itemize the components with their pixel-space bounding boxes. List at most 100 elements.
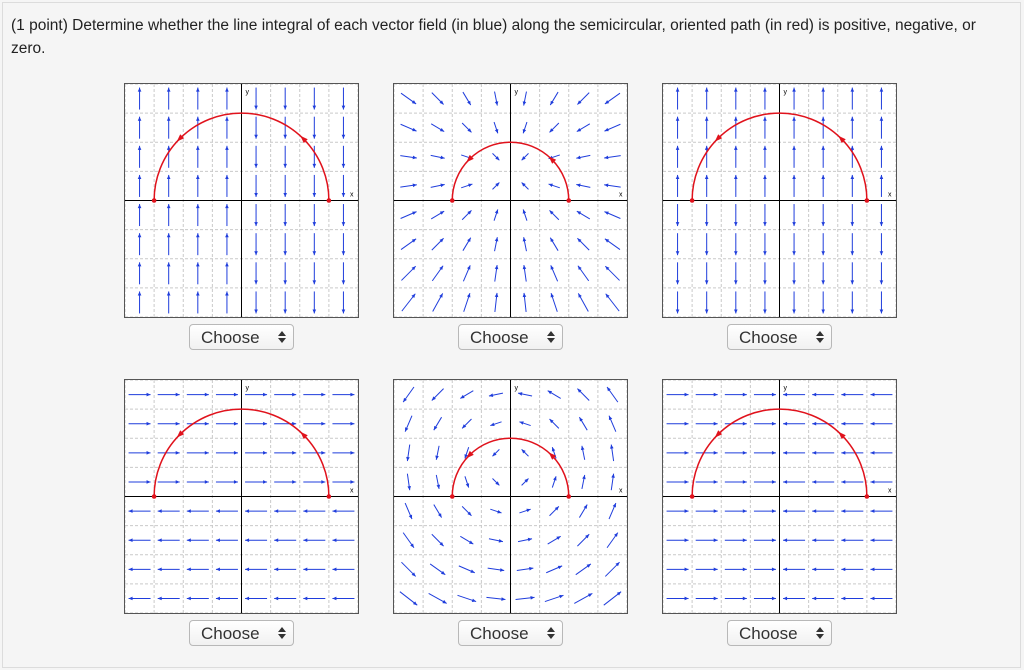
vector-arrow — [783, 509, 806, 513]
vector-arrow — [724, 567, 747, 572]
vector-arrow — [821, 116, 825, 139]
vector-arrow — [196, 116, 200, 139]
answer-select-1[interactable]: Choose — [189, 324, 294, 350]
vector-arrow — [675, 204, 680, 227]
answer-select-4[interactable]: Choose — [189, 620, 294, 646]
vector-arrow — [274, 538, 297, 542]
vector-arrow — [492, 182, 500, 190]
vector-arrow — [870, 451, 893, 455]
vector-arrow — [492, 449, 500, 457]
vector-arrow — [245, 538, 268, 542]
vector-arrow — [215, 538, 238, 542]
y-axis-label: y — [246, 89, 250, 96]
vector-arrow — [186, 538, 209, 542]
path-start-point — [326, 198, 332, 203]
vector-arrow — [704, 116, 709, 139]
vector-arrow — [494, 292, 499, 312]
vector-arrow — [763, 145, 767, 168]
vector-arrow — [493, 121, 499, 134]
vector-arrow — [812, 480, 835, 484]
vector-arrow — [128, 509, 151, 513]
vector-arrow — [157, 509, 180, 513]
vector-arrow — [734, 116, 738, 139]
vector-arrow — [245, 480, 268, 484]
vector-arrow — [166, 291, 171, 314]
path-end-point — [151, 198, 157, 203]
vector-arrow — [332, 596, 355, 601]
vector-arrow — [128, 480, 151, 484]
path-end-point — [151, 494, 157, 499]
vector-arrow — [576, 183, 591, 188]
vector-arrow — [254, 145, 258, 168]
vector-arrow — [312, 291, 317, 314]
vector-arrow — [303, 421, 326, 426]
vector-arrow — [704, 262, 709, 285]
vector-arrow — [433, 416, 443, 431]
vector-arrow — [850, 291, 855, 314]
vector-arrow — [522, 91, 527, 106]
vector-arrow — [606, 386, 619, 403]
vector-arrow — [792, 291, 796, 314]
answer-select-3[interactable]: Choose — [727, 324, 832, 350]
vector-arrow — [254, 262, 258, 285]
vector-arrow — [870, 480, 893, 484]
vector-arrow — [137, 204, 142, 227]
vector-arrow — [544, 594, 564, 603]
vector-arrow — [783, 451, 806, 455]
vector-arrow — [753, 567, 776, 572]
path-start-point — [566, 198, 572, 203]
vector-arrow — [575, 563, 592, 576]
vector-arrow — [753, 538, 776, 542]
vector-arrow — [186, 451, 209, 455]
x-axis-label: x — [888, 488, 892, 495]
vector-arrow — [763, 204, 767, 227]
vector-arrow — [431, 265, 444, 282]
vector-arrow — [675, 262, 680, 285]
vector-arrow — [312, 145, 317, 168]
vector-arrow — [312, 233, 317, 256]
answer-select-5[interactable]: Choose — [458, 620, 563, 646]
vector-arrow — [186, 480, 209, 484]
vector-arrow — [303, 509, 326, 513]
vector-arrow — [753, 421, 776, 426]
vector-arrow — [675, 291, 680, 314]
vector-arrow — [603, 591, 622, 606]
answer-select-2[interactable]: Choose — [458, 324, 563, 350]
vector-arrow — [577, 388, 590, 401]
y-axis-label: y — [784, 385, 788, 392]
vector-arrow — [464, 447, 470, 459]
plot-2-graph: xy — [394, 84, 627, 317]
vector-arrow — [128, 596, 151, 601]
vector-arrow — [283, 204, 287, 227]
vector-arrow — [332, 480, 355, 484]
vector-arrow — [606, 532, 619, 549]
vector-arrow — [850, 145, 855, 168]
semicircle-path — [451, 141, 570, 201]
vector-arrow — [763, 116, 767, 139]
answer-select-6[interactable]: Choose — [727, 620, 832, 646]
vector-arrow — [704, 291, 709, 314]
vector-arrow — [604, 92, 621, 105]
vector-arrow — [463, 292, 471, 312]
path-direction-arrow — [466, 450, 474, 459]
vector-arrow — [166, 204, 171, 227]
vector-arrow — [274, 509, 297, 513]
path-direction-arrow — [176, 430, 185, 438]
vector-arrow — [850, 174, 855, 197]
vector-arrow — [704, 174, 709, 197]
vector-arrow — [522, 292, 527, 312]
vector-arrow — [577, 293, 589, 312]
vector-arrow — [137, 233, 142, 256]
vector-arrow — [841, 509, 864, 513]
path-direction-arrow — [300, 135, 308, 144]
vector-arrow — [215, 509, 238, 513]
vector-arrow — [812, 392, 835, 397]
plot-1-graph: xy — [125, 84, 358, 317]
vector-arrow — [812, 596, 835, 601]
vector-arrow — [734, 233, 738, 256]
select-label: Choose — [201, 624, 260, 643]
vector-arrow — [753, 596, 776, 601]
vector-arrow — [870, 509, 893, 513]
vector-arrow — [695, 421, 718, 426]
